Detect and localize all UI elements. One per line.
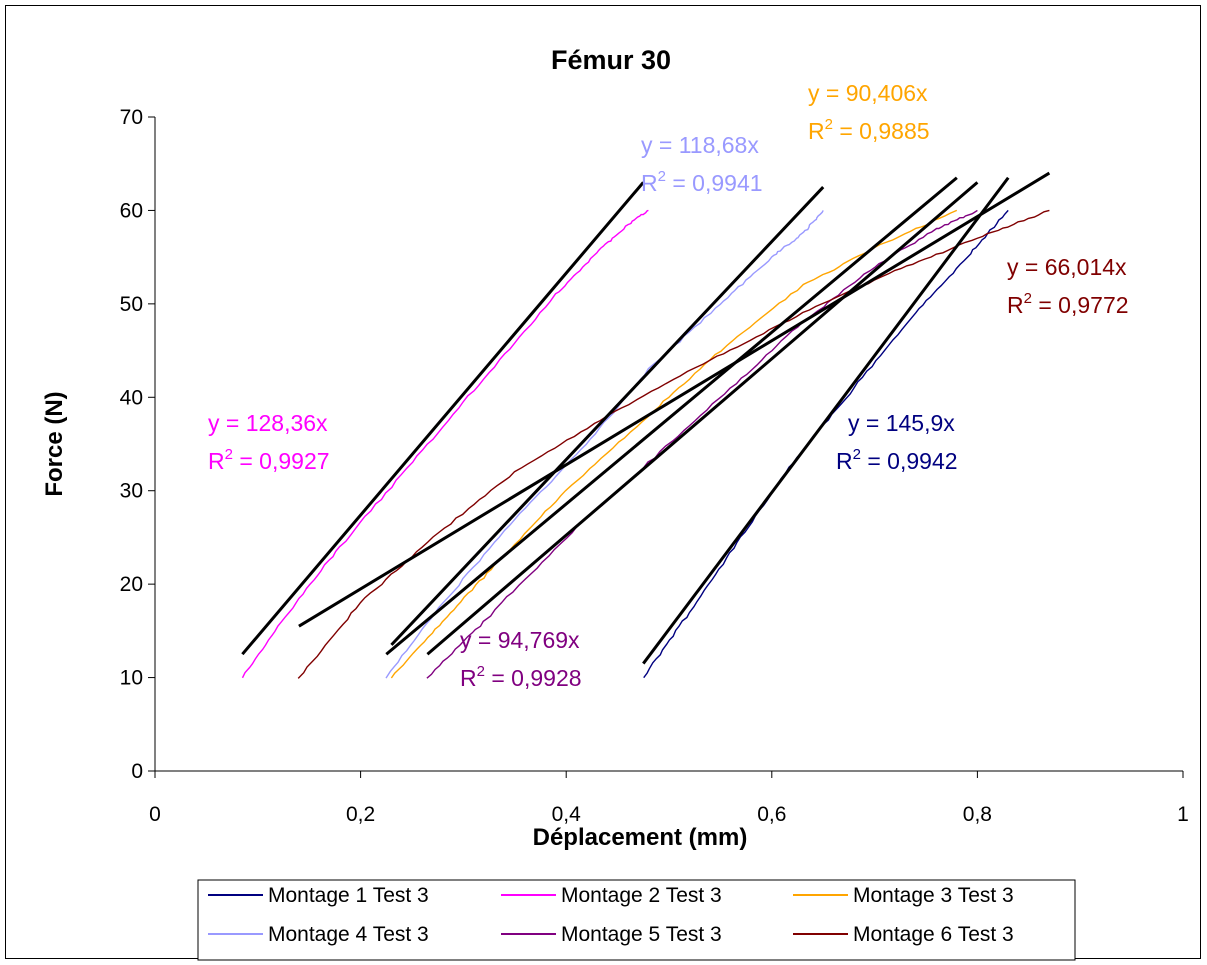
- legend-label-1: Montage 1 Test 3: [268, 884, 429, 907]
- x-tick-label: 0,8: [963, 803, 992, 826]
- trend-equation-3: y = 90,406x: [808, 80, 928, 106]
- trend-equation-1: y = 145,9x: [848, 410, 955, 436]
- y-tick-label: 30: [120, 480, 143, 503]
- y-tick-label: 0: [131, 760, 143, 783]
- trend-r2-5: R2 = 0,9928: [460, 663, 582, 691]
- series-line-4: [385, 210, 824, 679]
- legend-box: [197, 879, 1076, 961]
- trend-r2-4: R2 = 0,9941: [641, 168, 763, 196]
- x-tick-label: 0: [149, 803, 161, 826]
- legend-label-2: Montage 2 Test 3: [561, 884, 722, 907]
- y-tick-label: 40: [120, 386, 143, 409]
- trendline-3: [385, 176, 958, 656]
- trend-equation-2: y = 128,36x: [208, 410, 328, 436]
- series-line-2: [241, 209, 649, 679]
- series-line-5: [426, 209, 978, 679]
- x-tick-label: 1: [1177, 803, 1189, 826]
- x-tick-label: 0,6: [757, 803, 786, 826]
- trend-r2-3: R2 = 0,9885: [808, 116, 930, 144]
- legend-label-6: Montage 6 Test 3: [853, 923, 1014, 946]
- trendline-2: [241, 181, 645, 656]
- chart-frame: [5, 5, 1201, 959]
- chart-title: Fémur 30: [551, 45, 671, 75]
- trendline-4: [390, 186, 825, 646]
- trend-r2-1: R2 = 0,9942: [836, 446, 958, 474]
- trend-equation-5: y = 94,769x: [460, 627, 580, 653]
- legend-label-5: Montage 5 Test 3: [561, 923, 722, 946]
- trend-equation-4: y = 118,68x: [641, 132, 759, 158]
- trend-equation-6: y = 66,014x: [1007, 254, 1127, 280]
- y-tick-label: 70: [120, 106, 143, 129]
- series-line-6: [297, 209, 1050, 679]
- series-line-1: [643, 209, 1009, 679]
- y-axis-title: Force (N): [41, 391, 68, 496]
- y-tick-label: 10: [120, 667, 143, 690]
- trendline-5: [426, 181, 979, 656]
- y-tick-label: 50: [120, 293, 143, 316]
- x-tick-label: 0,2: [346, 803, 375, 826]
- x-axis-title: Déplacement (mm): [533, 824, 748, 851]
- trendline-1: [642, 176, 1010, 665]
- y-tick-label: 60: [120, 199, 143, 222]
- x-tick-label: 0,4: [552, 803, 582, 826]
- trend-r2-6: R2 = 0,9772: [1007, 290, 1129, 318]
- y-tick-label: 20: [120, 573, 143, 596]
- trendline-6: [298, 171, 1051, 628]
- legend-label-4: Montage 4 Test 3: [268, 923, 429, 946]
- trend-r2-2: R2 = 0,9927: [208, 446, 330, 474]
- legend-label-3: Montage 3 Test 3: [853, 884, 1014, 907]
